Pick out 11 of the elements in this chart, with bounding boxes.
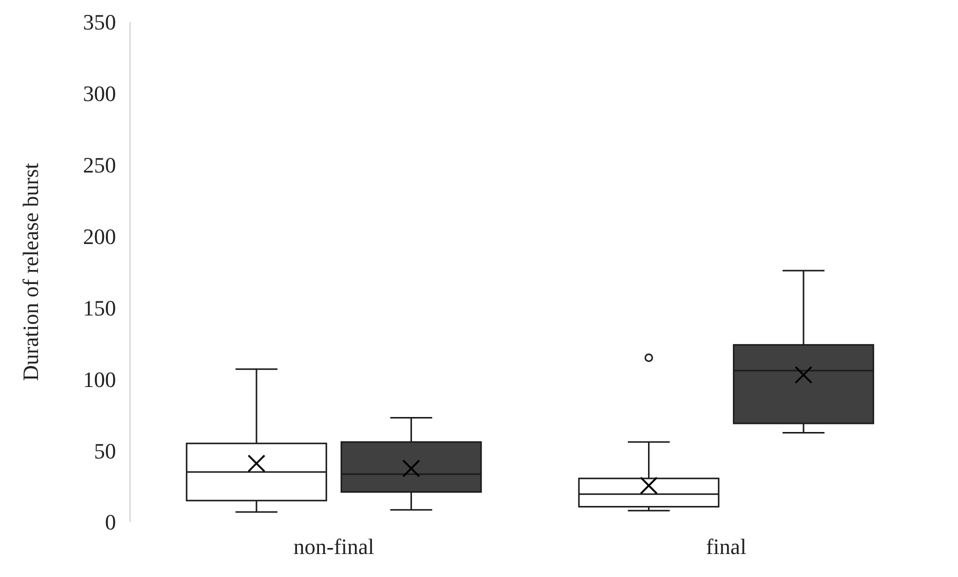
- y-tick-label: 150: [83, 295, 116, 320]
- x-tick-label: final: [706, 534, 746, 559]
- y-tick-label: 300: [83, 81, 116, 106]
- y-axis-title: Duration of release burst: [18, 162, 43, 382]
- y-tick-label: 350: [83, 10, 116, 35]
- y-tick-label: 50: [94, 438, 116, 464]
- y-tick-label: 0: [105, 510, 116, 535]
- y-tick-label: 200: [83, 224, 116, 249]
- y-tick-label: 250: [83, 152, 116, 178]
- y-tick-label: 100: [83, 366, 116, 392]
- x-tick-label: non-final: [294, 534, 374, 559]
